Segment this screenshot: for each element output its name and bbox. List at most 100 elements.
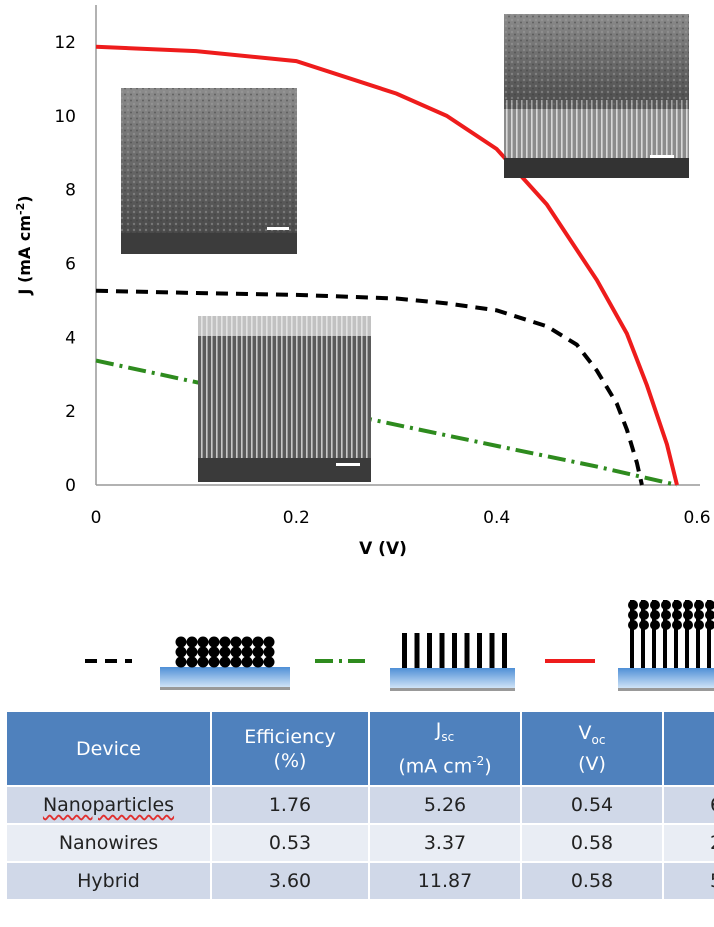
sem-hybrid (504, 14, 689, 178)
sem-nanowires (198, 316, 371, 482)
particle (219, 646, 231, 658)
header-cell: Jsc (mA cm-2) (368, 710, 522, 787)
cell-text: 11.87 (417, 870, 473, 892)
header-text: Device (76, 737, 141, 760)
wire (427, 633, 432, 668)
particle (639, 610, 649, 620)
x-axis-label: V (V) (359, 539, 407, 559)
wire (685, 600, 689, 668)
header-text: (%) (273, 749, 307, 772)
y-tick-label: 6 (65, 254, 76, 274)
header-text: ) (484, 755, 492, 778)
particle (208, 636, 220, 648)
particle (186, 636, 198, 648)
y-tick-label: 12 (54, 33, 76, 53)
table-cell: 5.26 (368, 785, 522, 825)
table-cell: 3.60 (210, 861, 370, 901)
particle (650, 620, 660, 630)
y-tick-label: 0 (65, 476, 76, 496)
cell-text: 0.54 (570, 794, 614, 816)
particle (197, 636, 209, 648)
header-cell: Device (5, 710, 212, 787)
cell-text: 0.53 (268, 832, 312, 854)
particle (639, 600, 649, 610)
table-cell: 0.58 (520, 823, 664, 863)
x-tick-label: 0.4 (483, 508, 510, 528)
icon-nanowires (390, 633, 515, 691)
particle (219, 636, 231, 648)
cell-text: 1.76 (268, 794, 312, 816)
cell-text: 2 (665, 832, 714, 854)
table-row: Nanowires 0.53 3.37 0.58 2 (5, 823, 714, 863)
header-text: oc (591, 732, 606, 747)
table-cell: 1.76 (210, 785, 370, 825)
table-cell: 0.54 (520, 785, 664, 825)
particle (683, 610, 693, 620)
table-cell: Nanoparticles (5, 785, 212, 825)
header-text: Efficiency (244, 725, 336, 748)
header-text: sc (441, 730, 455, 745)
header-cell: Voc (V) (520, 710, 664, 787)
wire (489, 633, 495, 668)
x-tick-label: 0.6 (683, 508, 710, 528)
cell-text: Nanoparticles (42, 794, 175, 816)
particle (628, 610, 638, 620)
particle (705, 620, 714, 630)
axes (95, 5, 700, 486)
particle (694, 620, 704, 630)
table-cell: Nanowires (5, 823, 212, 863)
header-text: V (578, 722, 592, 745)
table-cell: 0.58 (520, 861, 664, 901)
wire (641, 600, 645, 668)
icon-nanoparticles (160, 636, 290, 690)
table-cell: 0.53 (210, 823, 370, 863)
particle (186, 646, 198, 658)
particle (230, 646, 242, 658)
y-label-sup: -2 (14, 203, 27, 215)
y-tick-label: 4 (65, 328, 76, 348)
particle (219, 656, 231, 668)
table-cell: 6 (662, 785, 714, 825)
wire (464, 633, 470, 668)
particle (639, 620, 649, 630)
wire (652, 600, 656, 668)
wire (663, 600, 667, 668)
particle (175, 656, 187, 668)
particle (252, 636, 264, 648)
particle (241, 646, 253, 658)
particle (208, 646, 220, 658)
y-label-end: ) (15, 195, 34, 202)
particle (661, 610, 671, 620)
cell-text: 3.60 (268, 870, 312, 892)
table-cell: 5 (662, 861, 714, 901)
wire (402, 633, 407, 668)
table-cell: 3.37 (368, 823, 522, 863)
y-tick-label: 2 (65, 402, 76, 422)
wire (502, 633, 507, 668)
particle (683, 620, 693, 630)
particle (661, 600, 671, 610)
results-table: Device Efficiency (%) Jsc (mA cm-2) Voc (V) Na… (5, 710, 714, 901)
table-cell: 2 (662, 823, 714, 863)
cell-text: 0.58 (570, 832, 614, 854)
x-tick-label: 0 (91, 508, 102, 528)
table-row: Nanoparticles 1.76 5.26 0.54 6 (5, 785, 714, 825)
particle (208, 656, 220, 668)
y-tick-label: 10 (54, 107, 76, 127)
table-cell: Hybrid (5, 861, 212, 901)
wire (674, 600, 678, 668)
particle (263, 656, 275, 668)
particle (661, 620, 671, 630)
wire (439, 633, 445, 668)
icon-hybrid (618, 600, 714, 691)
particle (672, 620, 682, 630)
line-series (95, 288, 644, 486)
particle (628, 620, 638, 630)
cell-text: 0.58 (570, 870, 614, 892)
chart: V (V) J (mA cm-2) 0 0.2 0.4 0.6 0 2 4 6 8 10 12 (14, 5, 714, 691)
header-text: (mA cm (398, 755, 473, 778)
wire (696, 600, 700, 668)
y-label-text: J (mA cm (15, 215, 34, 296)
header-row: Device Efficiency (%) Jsc (mA cm-2) Voc (V) (5, 710, 714, 787)
